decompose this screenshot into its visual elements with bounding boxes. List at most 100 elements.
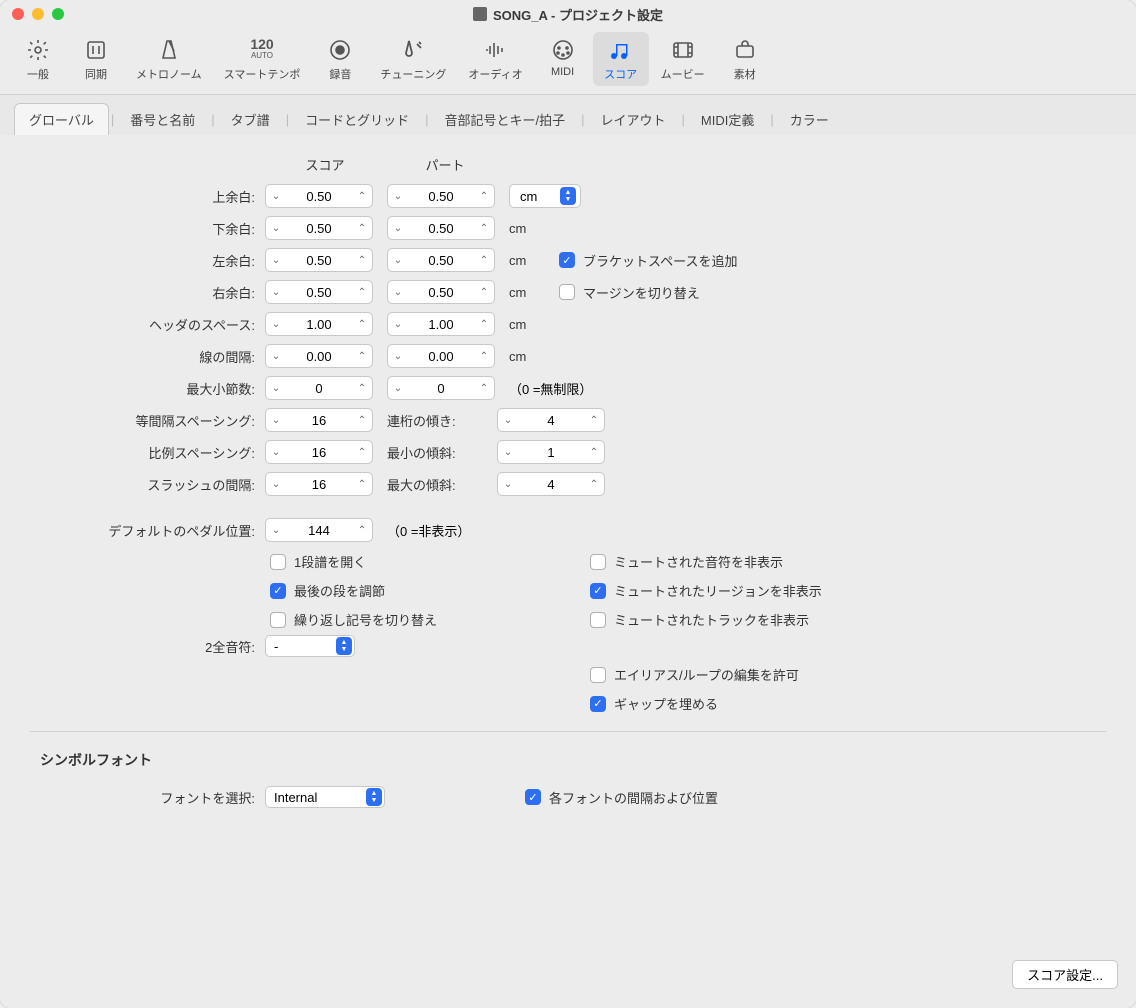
unit-label: cm: [509, 253, 559, 268]
toolbar-オーディオ[interactable]: オーディオ: [458, 32, 532, 86]
subtab-タブ譜[interactable]: タブ譜: [217, 104, 284, 135]
stepper-part[interactable]: ⌄ 0.50 ⌃: [387, 184, 495, 208]
check-ミュートされた音符を非表示[interactable]: ミュートされた音符を非表示: [590, 552, 850, 571]
stepper-score[interactable]: ⌄ 0.50 ⌃: [265, 216, 373, 240]
stepper-part[interactable]: ⌄ 0.00 ⌃: [387, 344, 495, 368]
stepper-up-icon[interactable]: ⌃: [352, 415, 372, 426]
stepper-down-icon[interactable]: ⌄: [388, 383, 408, 394]
check-繰り返し記号を切り替え[interactable]: 繰り返し記号を切り替え: [270, 610, 530, 629]
font-select[interactable]: Internal ▲▼: [265, 786, 385, 808]
stepper[interactable]: ⌄ 1 ⌃: [497, 440, 605, 464]
stepper-down-icon[interactable]: ⌄: [498, 415, 518, 426]
stepper-up-icon[interactable]: ⌃: [352, 479, 372, 490]
toolbar-チューニング[interactable]: チューニング: [370, 32, 456, 86]
stepper-up-icon[interactable]: ⌃: [474, 223, 494, 234]
stepper-up-icon[interactable]: ⌃: [352, 351, 372, 362]
stepper-down-icon[interactable]: ⌄: [266, 319, 286, 330]
stepper-part[interactable]: ⌄ 0.50 ⌃: [387, 216, 495, 240]
stepper-down-icon[interactable]: ⌄: [498, 479, 518, 490]
stepper-up-icon[interactable]: ⌃: [352, 223, 372, 234]
stepper-score[interactable]: ⌄ 0.50 ⌃: [265, 248, 373, 272]
stepper-down-icon[interactable]: ⌄: [266, 447, 286, 458]
check-ミュートされたトラックを非表示[interactable]: ミュートされたトラックを非表示: [590, 610, 850, 629]
stepper-down-icon[interactable]: ⌄: [388, 255, 408, 266]
stepper-down-icon[interactable]: ⌄: [266, 351, 286, 362]
stepper-up-icon[interactable]: ⌃: [474, 351, 494, 362]
stepper-down-icon[interactable]: ⌄: [388, 223, 408, 234]
toolbar-メトロノーム[interactable]: メトロノーム: [126, 32, 212, 86]
subtab-MIDI定義[interactable]: MIDI定義: [687, 104, 768, 135]
stepper-part[interactable]: ⌄ 0.50 ⌃: [387, 248, 495, 272]
toolbar-ムービー[interactable]: ムービー: [651, 32, 715, 86]
stepper[interactable]: ⌄ 16 ⌃: [265, 440, 373, 464]
stepper-part[interactable]: ⌄ 0 ⌃: [387, 376, 495, 400]
stepper-down-icon[interactable]: ⌄: [266, 191, 286, 202]
stepper-up-icon[interactable]: ⌃: [352, 287, 372, 298]
score-settings-button[interactable]: スコア設定...: [1012, 960, 1118, 989]
stepper-down-icon[interactable]: ⌄: [388, 351, 408, 362]
stepper-part[interactable]: ⌄ 1.00 ⌃: [387, 312, 495, 336]
stepper-up-icon[interactable]: ⌃: [584, 479, 604, 490]
stepper-down-icon[interactable]: ⌄: [388, 287, 408, 298]
stepper-part[interactable]: ⌄ 0.50 ⌃: [387, 280, 495, 304]
stepper[interactable]: ⌄ 4 ⌃: [497, 472, 605, 496]
subtab-音部記号とキー/拍子[interactable]: 音部記号とキー/拍子: [430, 104, 579, 135]
stepper-down-icon[interactable]: ⌄: [266, 223, 286, 234]
checkbox-icon: [590, 667, 606, 683]
stepper-down-icon[interactable]: ⌄: [498, 447, 518, 458]
stepper-score[interactable]: ⌄ 0.00 ⌃: [265, 344, 373, 368]
check-マージンを切り替え[interactable]: マージンを切り替え: [559, 283, 700, 302]
stepper-up-icon[interactable]: ⌃: [352, 255, 372, 266]
subtab-グローバル[interactable]: グローバル: [14, 103, 109, 135]
stepper-down-icon[interactable]: ⌄: [266, 415, 286, 426]
toolbar-録音[interactable]: 録音: [312, 32, 368, 86]
check-1段譜を開く[interactable]: 1段譜を開く: [270, 552, 530, 571]
check-ブラケットスペースを追加[interactable]: ✓ブラケットスペースを追加: [559, 251, 737, 270]
toolbar-素材[interactable]: 素材: [717, 32, 773, 86]
check-ミュートされたリージョンを非表示[interactable]: ✓ミュートされたリージョンを非表示: [590, 581, 850, 600]
stepper-score[interactable]: ⌄ 0.50 ⌃: [265, 184, 373, 208]
toolbar-同期[interactable]: 同期: [68, 32, 124, 86]
stepper[interactable]: ⌄ 4 ⌃: [497, 408, 605, 432]
stepper[interactable]: ⌄ 16 ⌃: [265, 472, 373, 496]
checkbox-icon: ✓: [590, 696, 606, 712]
stepper-down-icon[interactable]: ⌄: [266, 479, 286, 490]
stepper-down-icon[interactable]: ⌄: [388, 191, 408, 202]
stepper-up-icon[interactable]: ⌃: [352, 191, 372, 202]
stepper-up-icon[interactable]: ⌃: [474, 255, 494, 266]
subtab-レイアウト[interactable]: レイアウト: [587, 104, 680, 135]
stepper-score[interactable]: ⌄ 0 ⌃: [265, 376, 373, 400]
toolbar-スコア[interactable]: スコア: [593, 32, 649, 86]
stepper-down-icon[interactable]: ⌄: [388, 319, 408, 330]
pedal-stepper[interactable]: ⌄ 144 ⌃: [265, 518, 373, 542]
stepper-up-icon[interactable]: ⌃: [584, 415, 604, 426]
unit-select[interactable]: cm▲▼: [509, 184, 581, 208]
stepper-up-icon[interactable]: ⌃: [352, 319, 372, 330]
stepper-down-icon[interactable]: ⌄: [266, 383, 286, 394]
subtab-番号と名前[interactable]: 番号と名前: [116, 104, 209, 135]
stepper-down-icon[interactable]: ⌄: [266, 287, 286, 298]
check-最後の段を調節[interactable]: ✓最後の段を調節: [270, 581, 530, 600]
check-ギャップを埋める[interactable]: ✓ギャップを埋める: [590, 694, 850, 713]
stepper-up-icon[interactable]: ⌃: [352, 525, 372, 536]
check-エイリアス/ループの編集を許可[interactable]: エイリアス/ループの編集を許可: [590, 665, 850, 684]
stepper-up-icon[interactable]: ⌃: [352, 383, 372, 394]
toolbar-一般[interactable]: 一般: [10, 32, 66, 86]
stepper-up-icon[interactable]: ⌃: [474, 319, 494, 330]
font-spacing-check[interactable]: ✓ 各フォントの間隔および位置: [525, 788, 718, 807]
stepper-down-icon[interactable]: ⌄: [266, 525, 286, 536]
subtab-コードとグリッド[interactable]: コードとグリッド: [291, 104, 423, 135]
stepper-score[interactable]: ⌄ 1.00 ⌃: [265, 312, 373, 336]
stepper-up-icon[interactable]: ⌃: [352, 447, 372, 458]
stepper-up-icon[interactable]: ⌃: [584, 447, 604, 458]
stepper-up-icon[interactable]: ⌃: [474, 191, 494, 202]
subtab-カラー[interactable]: カラー: [776, 104, 843, 135]
stepper-up-icon[interactable]: ⌃: [474, 287, 494, 298]
stepper-score[interactable]: ⌄ 0.50 ⌃: [265, 280, 373, 304]
whole-note-select[interactable]: - ▲▼: [265, 635, 355, 657]
stepper-down-icon[interactable]: ⌄: [266, 255, 286, 266]
stepper[interactable]: ⌄ 16 ⌃: [265, 408, 373, 432]
toolbar-MIDI[interactable]: MIDI: [535, 32, 591, 86]
stepper-up-icon[interactable]: ⌃: [474, 383, 494, 394]
toolbar-スマートテンポ[interactable]: 120AUTOスマートテンポ: [214, 32, 311, 86]
